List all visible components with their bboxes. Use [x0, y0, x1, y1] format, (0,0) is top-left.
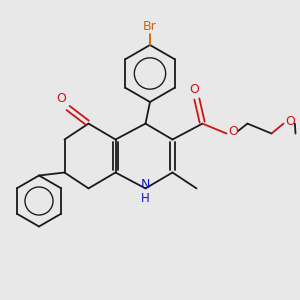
Text: O: O [189, 82, 199, 96]
Text: H: H [141, 191, 150, 205]
Text: O: O [228, 124, 238, 138]
Text: O: O [57, 92, 66, 105]
Text: N: N [141, 178, 150, 191]
Text: Br: Br [143, 20, 157, 33]
Text: O: O [285, 115, 295, 128]
